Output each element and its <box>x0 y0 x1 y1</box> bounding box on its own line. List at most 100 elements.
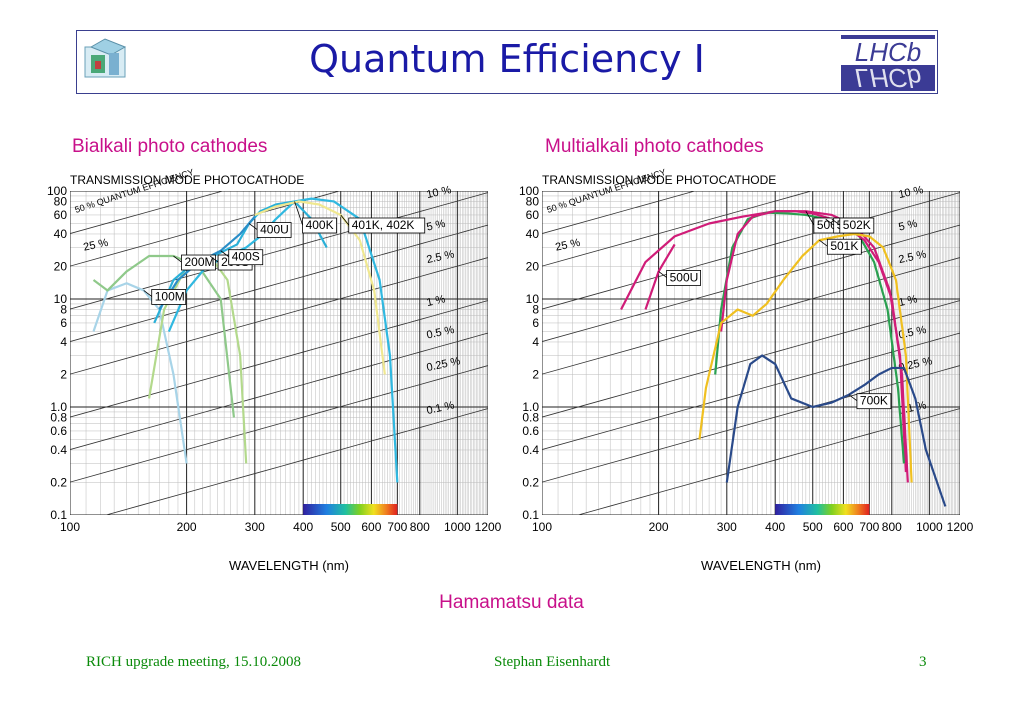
footer-author: Stephan Eisenhardt <box>494 654 611 670</box>
x-tick-label: 200 <box>649 520 669 534</box>
y-tick-label: 1.0 <box>50 400 67 414</box>
series-label: 501K <box>830 239 858 253</box>
series-label-leader <box>825 218 834 226</box>
y-tick-label: 0.4 <box>522 443 539 457</box>
x-tick-label: 600 <box>361 520 381 534</box>
x-tick-label: 500 <box>803 520 823 534</box>
y-tick-label: 0.1 <box>50 508 67 522</box>
qe-line-label: 2.5 % <box>425 248 455 266</box>
series-label-box <box>348 217 426 234</box>
series-line-502k <box>720 210 909 483</box>
y-tick-label: 40 <box>54 227 68 241</box>
series-line-401k-402k <box>254 200 386 375</box>
series-label-leader <box>294 201 303 226</box>
series-label-box <box>826 238 862 255</box>
series-label-leader <box>848 394 858 402</box>
x-tick-label: 800 <box>410 520 430 534</box>
series-group <box>92 197 399 483</box>
series-line-500s <box>620 210 908 473</box>
y-tick-label: 0.1 <box>522 508 539 522</box>
x-tick-label: 1000 <box>916 520 943 534</box>
qe-line <box>70 191 341 267</box>
qe-line <box>542 191 813 267</box>
series-line-501k <box>698 232 913 483</box>
footer-page-number: 3 <box>919 654 927 670</box>
series-label: 401K, 402K <box>352 218 415 232</box>
y-tick-label: 80 <box>54 194 68 208</box>
x-tick-label: 100 <box>60 520 80 534</box>
y-tick-label: 0.2 <box>522 475 539 489</box>
qe-line <box>542 300 960 418</box>
series-line-200m <box>92 254 236 418</box>
series-label-leader <box>819 239 828 247</box>
series-label-leader <box>340 214 350 226</box>
y-tick-label: 0.6 <box>50 424 67 438</box>
x-axis-label: WAVELENGTH (nm) <box>229 558 349 573</box>
y-tick-label: 100 <box>47 184 67 198</box>
qe-line <box>70 257 488 375</box>
source-note: Hamamatsu data <box>439 592 584 613</box>
series-label-box <box>302 217 337 234</box>
qe-line <box>542 257 960 375</box>
series-label: 200M <box>184 255 214 269</box>
qe-line-label: 0.5 % <box>425 324 455 342</box>
y-tick-label: 100 <box>519 184 539 198</box>
x-tick-label: 700 <box>387 520 407 534</box>
y-tick-label: 0.8 <box>50 410 67 424</box>
series-label-box <box>856 393 892 410</box>
series-label-leader <box>831 218 841 226</box>
footer-meeting: RICH upgrade meeting, 15.10.2008 <box>86 654 301 670</box>
qe-line-label: 25 % <box>82 237 109 254</box>
qe-line-label: 0.25 % <box>897 355 933 374</box>
series-label-leader <box>220 250 229 258</box>
x-tick-label: 100 <box>532 520 552 534</box>
series-label: 400K <box>306 218 334 232</box>
series-label-box <box>666 270 701 286</box>
series-label-leader <box>173 255 182 263</box>
x-axis-label: WAVELENGTH (nm) <box>701 558 821 573</box>
y-tick-label: 0.4 <box>50 443 67 457</box>
qe-line-label: 1 % <box>425 293 446 309</box>
qe-line <box>576 408 960 515</box>
series-label-box <box>151 289 187 305</box>
chart-title: TRANSMISSION MODE PHOTOCATHODE <box>542 173 776 187</box>
y-tick-label: 40 <box>526 227 540 241</box>
qe-line <box>70 332 488 450</box>
y-tick-label: 8 <box>532 302 539 316</box>
y-tick-label: 0.8 <box>522 410 539 424</box>
grid <box>70 191 488 515</box>
qe-line-label: 10 % <box>425 184 452 201</box>
y-tick-label: 2 <box>60 367 67 381</box>
series-label: 700K <box>860 394 888 408</box>
y-tick-label: 4 <box>60 335 67 349</box>
series-line-700k <box>725 354 947 507</box>
x-tick-label: 700 <box>859 520 879 534</box>
series-label-box <box>181 254 216 271</box>
series-label-leader <box>209 255 219 263</box>
qe-line-label: 0.5 % <box>897 324 927 342</box>
series-line-200s <box>147 254 248 464</box>
x-tick-label: 600 <box>833 520 853 534</box>
y-tick-label: 60 <box>54 208 68 222</box>
lhcb-logo: LHCb LHCb <box>841 35 935 91</box>
y-tick-label: 60 <box>526 208 540 222</box>
x-tick-label: 400 <box>765 520 785 534</box>
qe-line-label: 5 % <box>897 218 918 234</box>
title-bar: Quantum Efficiency I LHCb LHCb <box>76 30 938 94</box>
x-tick-label: 300 <box>717 520 737 534</box>
y-tick-label: 10 <box>526 292 540 306</box>
series-group <box>620 210 947 507</box>
x-tick-label: 800 <box>882 520 902 534</box>
series-label: 100M <box>155 289 185 303</box>
qe-line-label: 2.5 % <box>897 248 927 266</box>
qe-line-label: 5 % <box>425 218 446 234</box>
series-label-box <box>256 222 292 238</box>
x-tick-label: 300 <box>245 520 265 534</box>
y-tick-label: 6 <box>532 316 539 330</box>
x-tick-label: 500 <box>331 520 351 534</box>
qe-line <box>104 408 488 515</box>
detector-logo-icon <box>84 38 127 78</box>
series-label-leader <box>658 271 667 278</box>
